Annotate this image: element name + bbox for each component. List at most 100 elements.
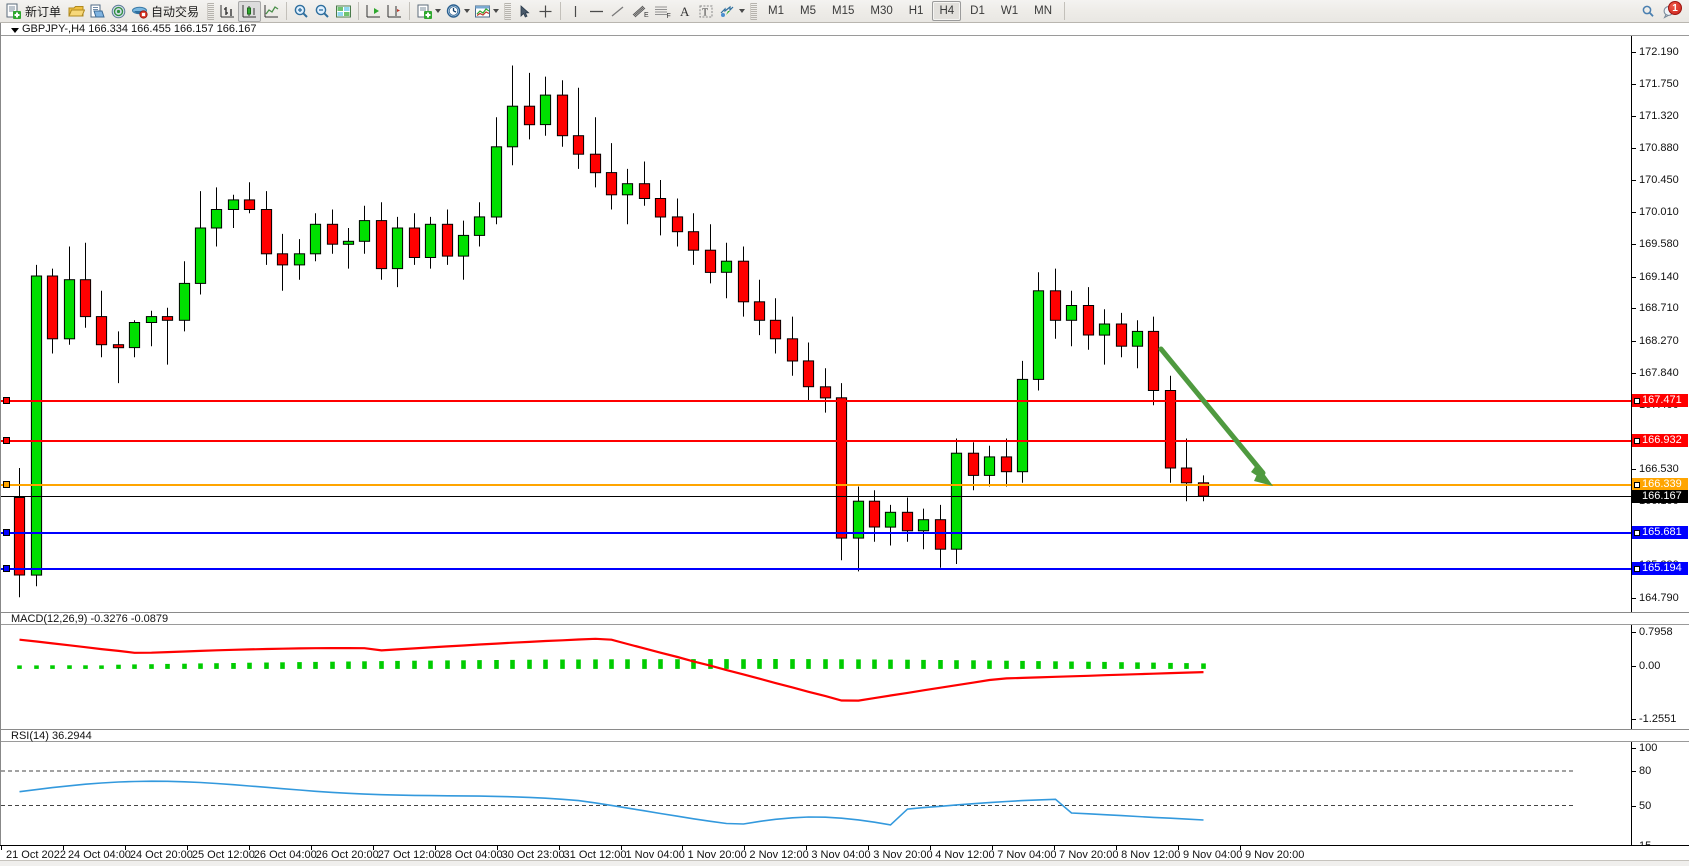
level-label-handle[interactable]	[1634, 398, 1640, 404]
tile-windows-button[interactable]	[333, 1, 354, 22]
time-tick: 4 Nov 12:00	[930, 846, 995, 861]
timeframe-h1[interactable]: H1	[908, 5, 924, 17]
bar-chart-button[interactable]	[217, 1, 238, 22]
cursor-tool-button[interactable]	[514, 1, 535, 22]
chevron-down-icon-2[interactable]	[464, 9, 471, 13]
timeframe-w1[interactable]: W1	[1000, 5, 1019, 17]
level-handle[interactable]	[3, 397, 10, 404]
toolbar-divider	[286, 2, 288, 20]
price-tick: 166.530	[1632, 464, 1689, 475]
notifications-button[interactable]: 1	[1659, 0, 1682, 21]
rsi-tick: 100	[1632, 743, 1689, 754]
trend-line-button[interactable]	[607, 1, 628, 22]
price-tick: 164.790	[1632, 592, 1689, 604]
price-tick: 171.320	[1632, 110, 1689, 122]
svg-text:F: F	[667, 13, 671, 19]
level-handle[interactable]	[3, 529, 10, 536]
timeframe-m30[interactable]: M30	[870, 5, 893, 17]
level-handle[interactable]	[3, 481, 10, 488]
chevron-down-icon[interactable]	[435, 9, 442, 13]
macd-pane[interactable]: MACD(12,26,9) -0.3276 -0.0879 0.7958 0.00…	[1, 612, 1689, 729]
toolbar-divider-4	[560, 2, 562, 20]
folder-button[interactable]	[66, 1, 87, 22]
price-level-label-support[interactable]: 165.194	[1632, 562, 1688, 575]
chevron-down-icon-4[interactable]	[739, 9, 746, 13]
price-tick: 170.880	[1632, 143, 1689, 154]
resistance-line-1[interactable]	[1, 397, 1631, 404]
pivot-line[interactable]	[1, 481, 1631, 488]
search-button[interactable]	[1638, 1, 1659, 22]
chevron-down-icon-3[interactable]	[493, 9, 500, 13]
level-label-handle[interactable]	[1634, 482, 1640, 488]
period-button[interactable]	[443, 1, 472, 22]
level-label-handle[interactable]	[1634, 566, 1640, 572]
support-line-2[interactable]	[1, 565, 1631, 572]
timeframe-h4[interactable]: H4	[932, 1, 962, 21]
timeframe-m15[interactable]: M15	[832, 5, 855, 17]
toolbar-separator[interactable]	[207, 2, 215, 20]
fibonacci-button[interactable]: F	[651, 1, 674, 22]
timeframe-m1[interactable]: M1	[768, 5, 785, 17]
rsi-title-bar: RSI(14) 36.2944	[1, 730, 1689, 742]
svg-text:E: E	[644, 12, 649, 19]
timeframe-mn[interactable]: MN	[1034, 5, 1052, 17]
price-tick: 169.580	[1632, 239, 1689, 250]
clock-icon	[446, 3, 461, 18]
vertical-line-icon	[574, 5, 577, 17]
new-order-label: 新订单	[25, 4, 62, 19]
text-label-button[interactable]: T	[695, 1, 716, 22]
price-tick: 170.450	[1632, 175, 1689, 186]
zoom-in-button[interactable]	[291, 1, 312, 22]
level-label-handle[interactable]	[1634, 438, 1640, 444]
toolbar-separator-3[interactable]	[750, 2, 758, 20]
price-level-label-resistance[interactable]: 166.932	[1632, 434, 1688, 447]
signals-icon	[111, 4, 126, 18]
time-tick: 25 Oct 12:00	[186, 846, 255, 861]
vertical-line-button[interactable]	[565, 1, 586, 22]
line-chart-button[interactable]	[261, 1, 282, 22]
add-indicator-icon	[417, 4, 433, 19]
price-pane[interactable]: 172.190 171.750 171.320 170.880 170.450 170.0…	[1, 36, 1689, 612]
level-handle[interactable]	[3, 437, 10, 444]
new-order-button[interactable]: 新订单	[3, 1, 66, 22]
zoom-out-button[interactable]	[312, 1, 333, 22]
macd-axis[interactable]: 0.7958 0.00 -1.2551	[1631, 613, 1689, 729]
auto-scroll-button[interactable]	[363, 1, 384, 22]
candlestick-chart-button[interactable]	[238, 0, 262, 22]
price-level-label-support[interactable]: 165.681	[1632, 526, 1688, 539]
chart-canvas[interactable]: GBPJPY-,H4 166.334 166.455 166.157 166.1…	[0, 23, 1689, 866]
price-axis[interactable]: 172.190 171.750 171.320 170.880 170.450 170.0…	[1631, 36, 1689, 612]
time-tick: 24 Oct 04:00	[62, 846, 131, 861]
level-handle[interactable]	[3, 565, 10, 572]
price-level-label-current-price[interactable]: 166.167	[1632, 490, 1688, 503]
resistance-line-2[interactable]	[1, 437, 1631, 444]
toolbar-separator-2[interactable]	[504, 2, 512, 20]
text-tool-button[interactable]: A	[674, 1, 695, 22]
add-indicator-button[interactable]	[414, 1, 443, 22]
crosshair-tool-button[interactable]	[535, 1, 556, 22]
horizontal-line-button[interactable]	[586, 1, 607, 22]
macd-label: MACD(12,26,9) -0.3276 -0.0879	[11, 613, 169, 625]
support-line-1[interactable]	[1, 529, 1631, 536]
print-preview-button[interactable]	[87, 1, 108, 22]
template-icon	[475, 5, 491, 17]
rsi-tick: 50	[1632, 800, 1689, 812]
chart-menu-caret-icon[interactable]	[11, 28, 19, 33]
toolbar-divider-5	[1064, 2, 1065, 20]
downtrend-arrow-annotation[interactable]	[1, 36, 1632, 612]
equidistant-channel-button[interactable]: E	[628, 1, 651, 22]
time-tick: 2 Nov 12:00	[744, 846, 809, 861]
templates-button[interactable]	[472, 1, 501, 22]
timeframe-m5[interactable]: M5	[800, 5, 816, 17]
level-label-handle[interactable]	[1634, 530, 1640, 536]
auto-trading-button[interactable]: 自动交易	[129, 1, 204, 22]
arrows-tool-button[interactable]	[716, 1, 747, 22]
chart-shift-button[interactable]	[384, 1, 405, 22]
signals-button[interactable]	[108, 1, 129, 22]
text-label-icon: T	[699, 5, 713, 18]
timeframe-d1[interactable]: D1	[970, 5, 985, 17]
price-level-label-resistance[interactable]: 167.471	[1632, 394, 1688, 407]
auto-scroll-icon	[366, 4, 381, 17]
price-level-label-pivot[interactable]: 166.339	[1632, 478, 1688, 491]
price-tick: 168.710	[1632, 303, 1689, 314]
